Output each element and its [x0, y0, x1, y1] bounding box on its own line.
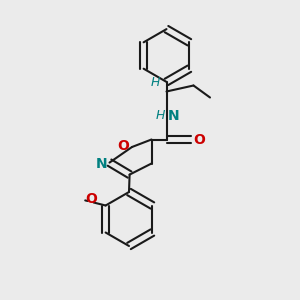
Text: O: O [85, 192, 98, 206]
Text: H: H [156, 109, 165, 122]
Text: N: N [168, 109, 180, 122]
Text: O: O [118, 139, 130, 152]
Text: H: H [151, 76, 160, 88]
Text: O: O [193, 133, 205, 146]
Text: N: N [95, 157, 107, 171]
